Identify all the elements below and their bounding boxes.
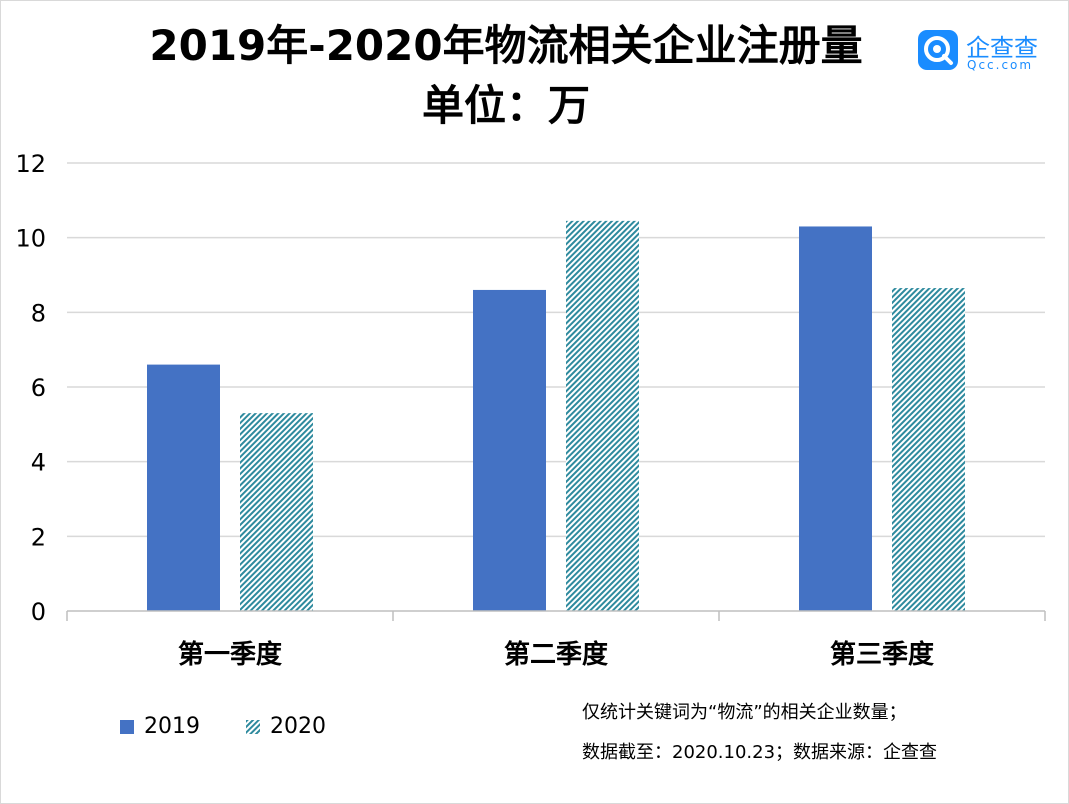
legend-label-2020: 2020 xyxy=(270,714,326,739)
x-tick-label-3: 第三季度 xyxy=(830,639,934,670)
logo-domain: Qcc.com xyxy=(967,58,1034,72)
x-tick-label-1: 第一季度 xyxy=(178,639,282,670)
y-tick-label-2: 2 xyxy=(31,523,46,551)
y-tick-label-0: 0 xyxy=(31,598,46,626)
legend-swatch-2019 xyxy=(120,720,134,734)
qcc-logo: 企查查 Qcc.com xyxy=(918,30,1058,74)
bar-2019-3 xyxy=(799,226,872,611)
footnote-scope: 仅统计关键词为“物流”的相关企业数量； xyxy=(582,702,907,723)
unit-label: 单位：万 xyxy=(421,81,590,130)
qcc-logo-icon xyxy=(918,30,958,70)
footnote-source: 数据截至：2020.10.23；数据来源：企查查 xyxy=(582,742,938,763)
logo-name: 企查查 xyxy=(966,34,1038,62)
bar-2020-2 xyxy=(566,220,639,611)
legend-swatch-2020 xyxy=(246,720,260,734)
y-tick-label-4: 4 xyxy=(31,449,46,477)
bar-2019-2 xyxy=(473,289,546,611)
x-tick-label-2: 第二季度 xyxy=(504,639,608,670)
bar-2020-1 xyxy=(240,413,313,611)
y-tick-label-8: 8 xyxy=(31,299,46,327)
chart-title: 2019年-2020年物流相关企业注册量 xyxy=(149,21,863,70)
y-tick-label-6: 6 xyxy=(31,374,46,402)
bar-chart: 0 2 4 6 8 10 12 第一季度 第二季度 第三季度 xyxy=(15,150,1046,670)
bar-2020-3 xyxy=(892,288,965,611)
legend-label-2019: 2019 xyxy=(144,714,200,739)
bar-2019-1 xyxy=(147,364,220,611)
y-tick-label-12: 12 xyxy=(15,150,46,178)
y-tick-label-10: 10 xyxy=(15,225,46,253)
